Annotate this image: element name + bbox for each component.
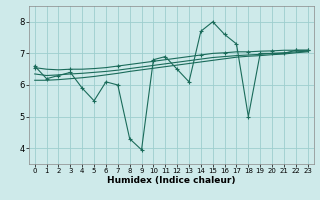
X-axis label: Humidex (Indice chaleur): Humidex (Indice chaleur)	[107, 176, 236, 185]
